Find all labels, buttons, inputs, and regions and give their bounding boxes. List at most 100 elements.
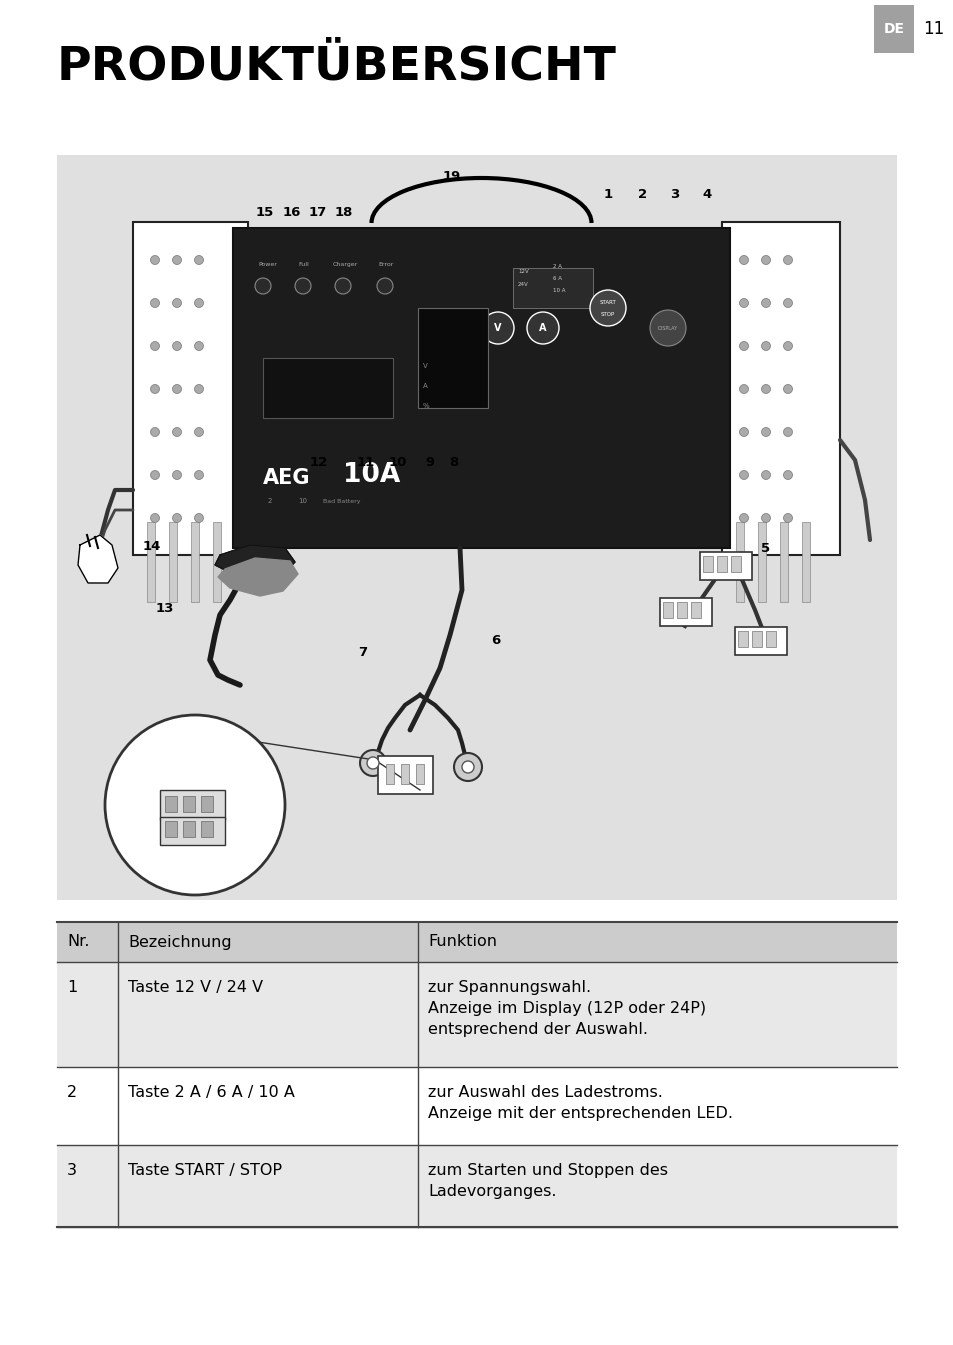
Text: Funktion: Funktion bbox=[428, 935, 497, 950]
Bar bbox=[165, 820, 177, 837]
Circle shape bbox=[739, 299, 748, 308]
Circle shape bbox=[739, 256, 748, 265]
Circle shape bbox=[335, 278, 351, 295]
Circle shape bbox=[649, 309, 685, 346]
Text: 2: 2 bbox=[638, 188, 647, 202]
Text: 18: 18 bbox=[335, 207, 353, 219]
Text: 4: 4 bbox=[701, 188, 711, 202]
Text: Ladevorganges.: Ladevorganges. bbox=[428, 1184, 557, 1198]
Text: 15: 15 bbox=[255, 207, 274, 219]
Text: %: % bbox=[422, 404, 429, 409]
Bar bbox=[147, 522, 154, 603]
Circle shape bbox=[151, 514, 159, 522]
Bar bbox=[57, 155, 896, 900]
Circle shape bbox=[172, 471, 181, 480]
Polygon shape bbox=[218, 558, 297, 596]
Circle shape bbox=[782, 385, 792, 394]
Text: 5: 5 bbox=[760, 542, 770, 554]
Circle shape bbox=[760, 256, 770, 265]
Text: 12: 12 bbox=[310, 456, 328, 468]
Bar bbox=[169, 522, 177, 603]
Text: 19: 19 bbox=[442, 169, 460, 183]
Text: zum Starten und Stoppen des: zum Starten und Stoppen des bbox=[428, 1163, 667, 1178]
Bar bbox=[377, 756, 433, 794]
Bar bbox=[160, 790, 225, 820]
Circle shape bbox=[782, 299, 792, 308]
Bar bbox=[690, 603, 700, 617]
Bar bbox=[801, 522, 809, 603]
Text: A: A bbox=[422, 383, 427, 389]
Bar bbox=[57, 962, 896, 1067]
Circle shape bbox=[172, 385, 181, 394]
Text: 3: 3 bbox=[670, 188, 679, 202]
Circle shape bbox=[526, 312, 558, 344]
Bar bbox=[57, 1145, 896, 1227]
Circle shape bbox=[172, 342, 181, 351]
Bar bbox=[57, 923, 896, 962]
Circle shape bbox=[461, 761, 474, 773]
Text: 9: 9 bbox=[425, 456, 435, 468]
Circle shape bbox=[739, 471, 748, 480]
Text: 6: 6 bbox=[491, 633, 500, 647]
Text: DISPLAY: DISPLAY bbox=[658, 325, 678, 331]
Bar bbox=[765, 631, 775, 647]
Circle shape bbox=[782, 256, 792, 265]
Bar bbox=[721, 222, 840, 555]
Circle shape bbox=[194, 514, 203, 522]
Circle shape bbox=[760, 428, 770, 437]
Bar bbox=[738, 631, 747, 647]
Text: Anzeige im Display (12P oder 24P): Anzeige im Display (12P oder 24P) bbox=[428, 1001, 705, 1015]
Text: 11: 11 bbox=[356, 456, 375, 468]
Circle shape bbox=[254, 278, 271, 295]
Text: 3: 3 bbox=[67, 1163, 77, 1178]
Bar bbox=[717, 555, 726, 572]
Circle shape bbox=[172, 256, 181, 265]
Text: V: V bbox=[422, 363, 427, 369]
Text: 14: 14 bbox=[143, 539, 161, 553]
Bar bbox=[191, 522, 199, 603]
Circle shape bbox=[739, 514, 748, 522]
Text: Full: Full bbox=[297, 262, 309, 268]
Text: 8: 8 bbox=[449, 456, 458, 468]
Bar bbox=[160, 816, 225, 845]
Text: Power: Power bbox=[257, 262, 276, 268]
Circle shape bbox=[194, 471, 203, 480]
Bar bbox=[183, 820, 194, 837]
Bar bbox=[873, 5, 913, 52]
Circle shape bbox=[739, 428, 748, 437]
Text: 10A: 10A bbox=[343, 461, 400, 488]
Bar bbox=[263, 358, 393, 418]
Text: 10: 10 bbox=[389, 456, 407, 468]
Text: 10 A: 10 A bbox=[553, 288, 565, 293]
Circle shape bbox=[454, 753, 481, 781]
Text: 16: 16 bbox=[282, 207, 301, 219]
Bar bbox=[400, 764, 409, 784]
Circle shape bbox=[760, 342, 770, 351]
Bar bbox=[659, 599, 711, 625]
Bar bbox=[662, 603, 672, 617]
Text: 7: 7 bbox=[358, 647, 367, 659]
Bar bbox=[734, 627, 786, 655]
Circle shape bbox=[294, 278, 311, 295]
Circle shape bbox=[194, 428, 203, 437]
Circle shape bbox=[151, 342, 159, 351]
Bar bbox=[735, 522, 743, 603]
Circle shape bbox=[194, 256, 203, 265]
Circle shape bbox=[760, 471, 770, 480]
Text: zur Auswahl des Ladestroms.: zur Auswahl des Ladestroms. bbox=[428, 1085, 662, 1100]
Circle shape bbox=[194, 342, 203, 351]
Bar bbox=[700, 551, 751, 580]
Text: START: START bbox=[599, 300, 616, 305]
Bar bbox=[233, 229, 729, 547]
Bar bbox=[417, 308, 488, 408]
Bar bbox=[57, 1067, 896, 1145]
Circle shape bbox=[481, 312, 514, 344]
Bar bbox=[165, 796, 177, 812]
Bar bbox=[677, 603, 686, 617]
Circle shape bbox=[172, 514, 181, 522]
Circle shape bbox=[782, 514, 792, 522]
Circle shape bbox=[172, 428, 181, 437]
Text: Anzeige mit der entsprechenden LED.: Anzeige mit der entsprechenden LED. bbox=[428, 1106, 733, 1120]
Circle shape bbox=[151, 471, 159, 480]
Circle shape bbox=[782, 428, 792, 437]
